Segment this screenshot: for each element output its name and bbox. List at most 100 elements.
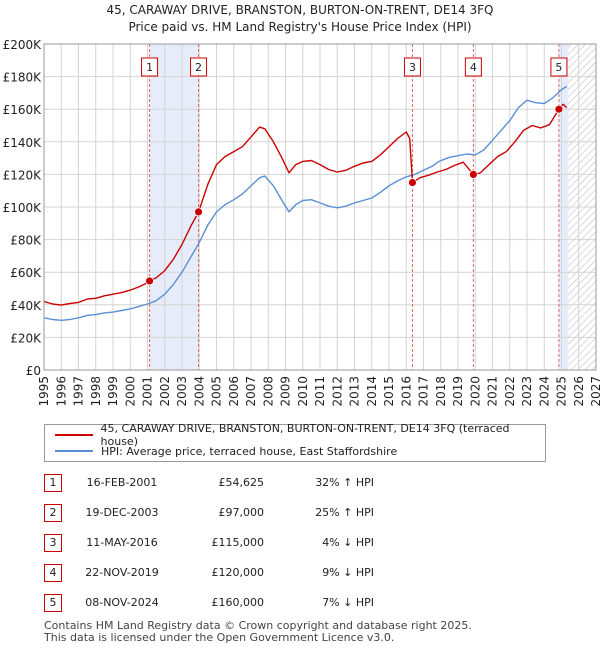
x-tick-label: 2002	[158, 376, 172, 407]
legend-label-property: 45, CARAWAY DRIVE, BRANSTON, BURTON-ON-T…	[100, 422, 510, 448]
table-row: 5 08-NOV-2024 £160,000 7% ↓ HPI	[44, 592, 584, 612]
marker-label: 4	[470, 61, 477, 74]
x-tick-label: 2013	[348, 376, 362, 407]
transaction-price: £54,625	[218, 476, 265, 489]
x-tick-label: 2011	[313, 376, 327, 407]
sale-point	[554, 104, 564, 114]
x-tick-label: 2006	[227, 376, 241, 407]
transaction-price: £115,000	[211, 536, 265, 549]
marker-label: 3	[409, 61, 416, 74]
x-tick-label: 1995	[37, 376, 51, 407]
x-tick-label: 2014	[365, 376, 379, 407]
x-tick-label: 1998	[89, 376, 103, 407]
plot-frame	[43, 43, 597, 371]
marker-label: 1	[146, 61, 153, 74]
series-line-property	[44, 103, 568, 306]
legend-swatch-blue	[55, 450, 93, 452]
chart-subtitle: Price paid vs. HM Land Registry's House …	[128, 20, 472, 34]
sale-point	[145, 276, 154, 286]
sale-point	[194, 207, 203, 217]
transaction-hpi: 7% ↓ HPI	[322, 596, 374, 609]
marker-label: 2	[195, 61, 202, 74]
transaction-hpi: 9% ↓ HPI	[322, 566, 374, 579]
chart-legend: 45, CARAWAY DRIVE, BRANSTON, BURTON-ON-T…	[44, 422, 546, 462]
sale-point	[408, 178, 417, 187]
footer-license: This data is licensed under the Open Gov…	[44, 631, 395, 644]
y-tick-label: £20K	[10, 331, 42, 345]
footer-notice: Contains HM Land Registry data © Crown c…	[44, 620, 472, 644]
transaction-date: 08-NOV-2024	[85, 596, 159, 609]
legend-label-hpi: HPI: Average price, terraced house, East…	[101, 444, 398, 458]
x-tick-label: 2012	[330, 376, 344, 407]
chart-title-block: 45, CARAWAY DRIVE, BRANSTON, BURTON-ON-T…	[0, 2, 600, 36]
y-tick-label: £200K	[3, 38, 43, 52]
table-row: 2 19-DEC-2003 £97,000 25% ↑ HPI	[44, 502, 584, 522]
transaction-hpi: 25% ↑ HPI	[315, 506, 374, 519]
x-tick-label: 2021	[486, 376, 500, 407]
x-tick-label: 2008	[261, 376, 275, 407]
x-tick-label: 1997	[72, 376, 86, 407]
chart-title: 45, CARAWAY DRIVE, BRANSTON, BURTON-ON-T…	[106, 3, 494, 17]
x-tick-label: 2018	[434, 376, 448, 407]
transaction-number: 2	[44, 504, 62, 522]
series-line-hpi	[44, 85, 568, 321]
price-chart: 1 2 3 4 5 £0 £20K £40K £60K £80K £100K £120K £140K £1…	[3, 38, 600, 407]
marker-label-box	[190, 57, 208, 77]
x-tick-label: 2025	[555, 376, 569, 407]
legend-item-property: 45, CARAWAY DRIVE, BRANSTON, BURTON-ON-T…	[55, 422, 545, 448]
y-tick-label: £120K	[3, 168, 43, 182]
transaction-price: £160,000	[211, 596, 265, 609]
x-tick-label: 2015	[382, 376, 396, 407]
x-tick-label: 2017	[417, 376, 431, 407]
x-tick-label: 2001	[141, 376, 155, 407]
x-tick-label: 2020	[468, 376, 482, 407]
x-tick-label: 2027	[589, 376, 600, 407]
transaction-price: £120,000	[211, 566, 265, 579]
footer-copyright: Contains HM Land Registry data © Crown c…	[44, 619, 472, 632]
transaction-date: 22-NOV-2019	[85, 566, 159, 579]
marker-label-box	[550, 57, 568, 77]
y-tick-label: £80K	[10, 234, 42, 248]
transaction-date: 16-FEB-2001	[86, 476, 158, 489]
transaction-hpi: 32% ↑ HPI	[315, 476, 374, 489]
y-tick-label: £0	[26, 364, 41, 378]
table-row: 4 22-NOV-2019 £120,000 9% ↓ HPI	[44, 562, 584, 582]
sale-point	[468, 169, 478, 179]
transaction-number: 4	[44, 564, 62, 582]
marker-label-box	[141, 57, 159, 77]
transaction-number: 5	[44, 594, 62, 612]
legend-swatch-red	[55, 434, 93, 436]
y-tick-label: £180K	[3, 71, 43, 85]
y-tick-label: £160K	[3, 103, 43, 117]
table-row: 3 11-MAY-2016 £115,000 4% ↓ HPI	[44, 532, 584, 552]
x-tick-label: 1996	[54, 376, 68, 407]
x-tick-label: 2009	[279, 376, 293, 407]
transaction-date: 11-MAY-2016	[86, 536, 158, 549]
marker-label-box	[464, 57, 482, 77]
x-tick-label: 2016	[399, 376, 413, 407]
legend-item-hpi: HPI: Average price, terraced house, East…	[55, 443, 397, 459]
x-tick-label: 2005	[210, 376, 224, 407]
x-tick-label: 2004	[192, 376, 206, 407]
x-tick-label: 2024	[537, 376, 551, 407]
x-tick-label: 2000	[123, 376, 137, 407]
transaction-date: 19-DEC-2003	[85, 506, 159, 519]
transaction-hpi: 4% ↓ HPI	[322, 536, 374, 549]
x-tick-label: 2010	[296, 376, 310, 407]
x-tick-label: 2019	[451, 376, 465, 407]
x-tick-label: 2007	[244, 376, 258, 407]
transaction-number: 1	[44, 474, 62, 492]
x-tick-label: 1999	[106, 376, 120, 407]
marker-label-box	[403, 57, 421, 77]
x-tick-label: 2022	[503, 376, 517, 407]
transaction-price: £97,000	[218, 506, 265, 519]
y-tick-label: £40K	[10, 299, 42, 313]
x-tick-label: 2026	[572, 376, 586, 407]
y-tick-label: £140K	[3, 136, 43, 150]
x-tick-label: 2003	[175, 376, 189, 407]
table-row: 1 16-FEB-2001 £54,625 32% ↑ HPI	[44, 472, 584, 492]
y-tick-label: £60K	[10, 266, 42, 280]
transaction-number: 3	[44, 534, 62, 552]
marker-label: 5	[555, 61, 562, 74]
x-tick-label: 2023	[520, 376, 534, 407]
